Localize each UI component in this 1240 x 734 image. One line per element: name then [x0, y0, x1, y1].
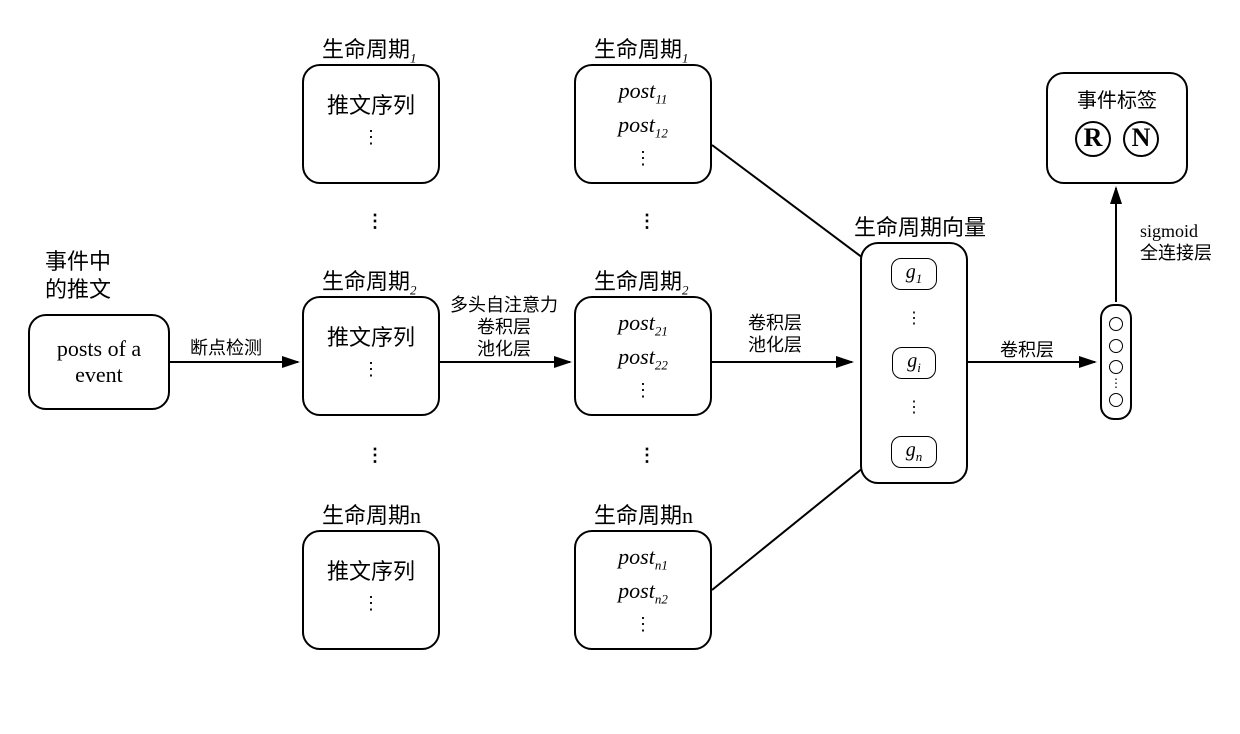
col2-title-n: 生命周期n	[322, 498, 421, 530]
output-node: 事件标签 R N	[1046, 72, 1188, 184]
col3-vdots-2: ⋮	[638, 452, 656, 458]
label-r-icon: R	[1075, 121, 1111, 157]
col3-title-2: 生命周期2	[594, 264, 689, 298]
col2-title-2: 生命周期2	[322, 264, 417, 298]
col4-node: g1 ⋮ gi ⋮ gn	[860, 242, 968, 484]
edge-label-conv-pool: 卷积层 池化层	[748, 312, 802, 356]
edge-label-breakpoint: 断点检测	[190, 334, 262, 360]
col2-vdots-2: ⋮	[366, 452, 384, 458]
input-title: 事件中 的推文	[45, 248, 111, 304]
edge-label-conv: 卷积层	[1000, 336, 1054, 362]
fc-neuron	[1109, 317, 1123, 331]
col2-node-2: 推文序列 ⋮	[302, 296, 440, 416]
col2-node-1: 推文序列 ⋮	[302, 64, 440, 184]
label-n-icon: N	[1123, 121, 1159, 157]
col2-title-1: 生命周期1	[322, 32, 417, 66]
col3-title-n: 生命周期n	[594, 498, 693, 530]
col2-node-n: 推文序列 ⋮	[302, 530, 440, 650]
fc-neuron	[1109, 393, 1123, 407]
col3-node-2: post21 post22 ⋮	[574, 296, 712, 416]
input-node: posts of a event	[28, 314, 170, 410]
col4-title: 生命周期向量	[854, 210, 986, 242]
fc-neuron	[1109, 360, 1123, 374]
col3-node-n: postn1 postn2 ⋮	[574, 530, 712, 650]
col2-vdots-1: ⋮	[366, 218, 384, 224]
fc-vector: ⋮	[1100, 304, 1132, 420]
gn-cell: gn	[891, 436, 938, 468]
edge-label-attention: 多头自注意力 卷积层 池化层	[450, 294, 558, 360]
g1-cell: g1	[891, 258, 938, 290]
col3-vdots-1: ⋮	[638, 218, 656, 224]
fc-neuron	[1109, 339, 1123, 353]
col3-node-1: post11 post12 ⋮	[574, 64, 712, 184]
edge-label-sigmoid: sigmoid 全连接层	[1140, 220, 1212, 264]
col3-title-1: 生命周期1	[594, 32, 689, 66]
gi-cell: gi	[892, 347, 936, 379]
